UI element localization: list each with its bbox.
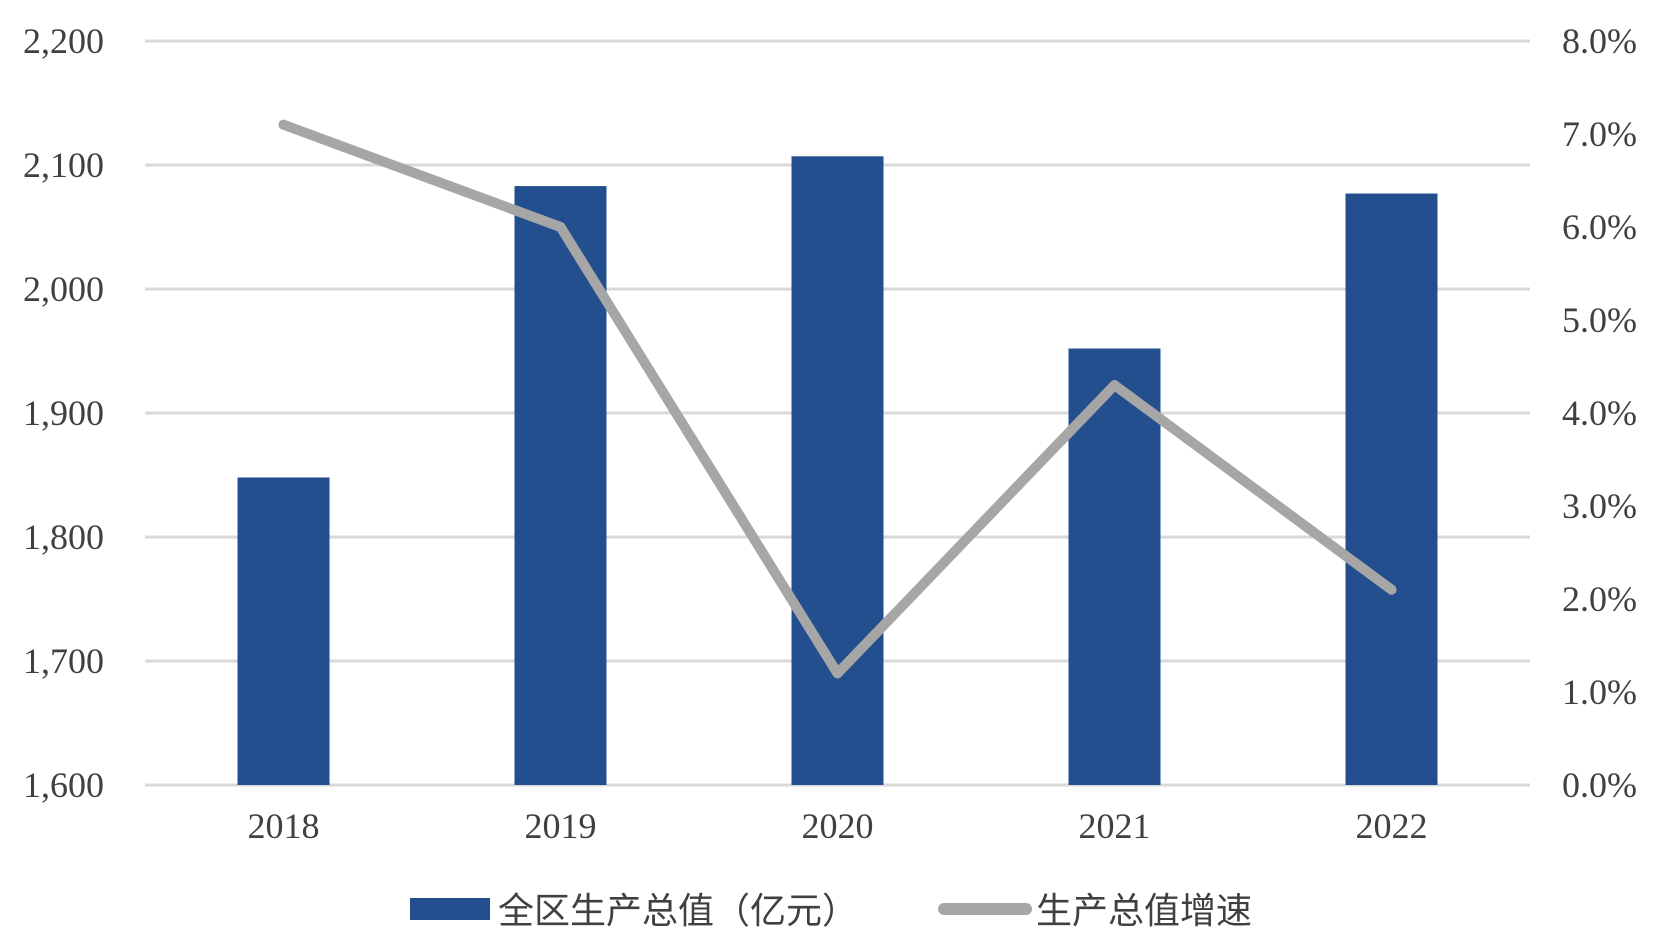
x-axis-tick-label: 2021 [1079,806,1151,846]
right-axis-tick-label: 6.0% [1562,207,1637,247]
bar-series [237,156,1438,785]
left-axis-tick-label: 2,000 [23,269,104,309]
right-axis-tick-label: 8.0% [1562,21,1637,61]
legend-swatch-bar [410,898,490,920]
legend: 全区生产总值（亿元） 生产总值增速 [410,891,1252,932]
line-point [278,119,289,130]
left-axis-tick-labels: 1,600 1,700 1,800 1,900 2,000 2,100 2,200 [23,21,104,805]
right-axis-tick-label: 2.0% [1562,579,1637,619]
left-axis-tick-label: 1,800 [23,517,104,557]
x-axis-tick-label: 2022 [1356,806,1428,846]
left-axis-tick-label: 1,900 [23,393,104,433]
line-point [555,222,566,232]
line-series [278,119,1397,679]
left-axis-tick-label: 1,700 [23,641,104,681]
line-point [832,668,843,679]
x-axis-tick-label: 2020 [802,806,874,846]
right-axis-tick-labels: 0.0% 1.0% 2.0% 3.0% 4.0% 5.0% 6.0% 7.0% 8.0% [1562,21,1637,805]
x-axis-tick-label: 2019 [525,806,597,846]
legend-label-bar: 全区生产总值（亿元） [498,891,858,932]
right-axis-tick-label: 5.0% [1562,300,1637,340]
bar [791,156,884,785]
left-axis-tick-label: 2,100 [23,145,104,185]
right-axis-tick-label: 7.0% [1562,114,1637,154]
line-point [1386,584,1397,595]
right-axis-tick-label: 3.0% [1562,486,1637,526]
line-point [1109,380,1120,391]
bar [1345,193,1438,785]
right-axis-tick-label: 1.0% [1562,672,1637,712]
right-axis-tick-label: 0.0% [1562,765,1637,805]
left-axis-tick-label: 1,600 [23,765,104,805]
left-axis-tick-label: 2,200 [23,21,104,61]
bar [237,477,330,785]
legend-label-line: 生产总值增速 [1036,891,1252,932]
right-axis-tick-label: 4.0% [1562,393,1637,433]
x-axis-tick-label: 2018 [248,806,320,846]
x-axis-tick-labels: 2018 2019 2020 2021 2022 [248,806,1428,846]
